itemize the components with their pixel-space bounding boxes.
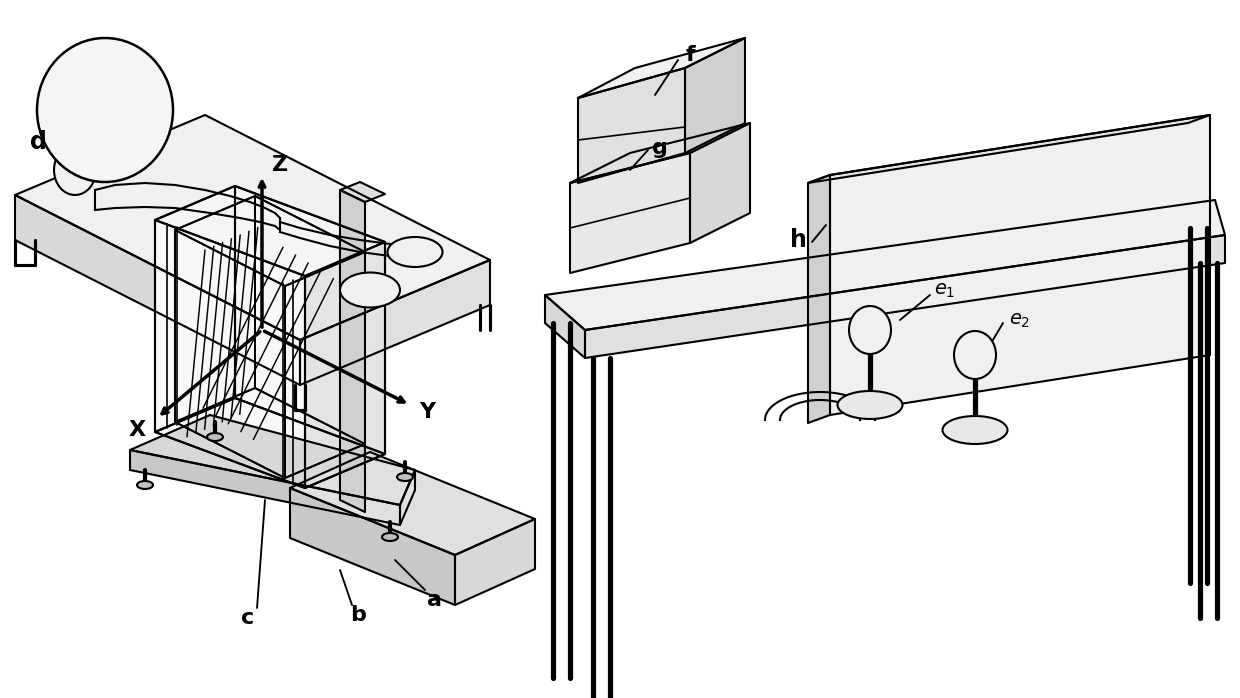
Polygon shape — [578, 68, 684, 183]
Ellipse shape — [849, 306, 892, 354]
Polygon shape — [546, 200, 1225, 330]
Ellipse shape — [397, 473, 413, 481]
Polygon shape — [300, 260, 490, 385]
Ellipse shape — [942, 416, 1007, 444]
Polygon shape — [340, 182, 384, 202]
Text: $e_2$: $e_2$ — [1009, 311, 1030, 329]
Polygon shape — [130, 415, 415, 505]
Polygon shape — [155, 186, 384, 276]
Ellipse shape — [207, 433, 223, 441]
Polygon shape — [236, 186, 384, 454]
Polygon shape — [15, 195, 300, 385]
Polygon shape — [578, 38, 745, 98]
Text: $e_1$: $e_1$ — [934, 281, 956, 299]
Ellipse shape — [340, 272, 401, 308]
Polygon shape — [155, 186, 236, 432]
Polygon shape — [290, 452, 534, 555]
Ellipse shape — [387, 237, 443, 267]
Polygon shape — [401, 470, 415, 525]
Text: d: d — [30, 130, 46, 154]
Polygon shape — [808, 115, 1210, 183]
Text: a: a — [428, 590, 443, 610]
Polygon shape — [546, 295, 585, 358]
Polygon shape — [130, 450, 401, 525]
Polygon shape — [290, 488, 455, 605]
Polygon shape — [570, 153, 689, 273]
Polygon shape — [585, 235, 1225, 358]
Text: h: h — [790, 228, 806, 252]
Text: f: f — [686, 45, 694, 65]
Polygon shape — [570, 123, 750, 183]
Text: b: b — [350, 605, 366, 625]
Ellipse shape — [136, 481, 153, 489]
Polygon shape — [340, 190, 365, 512]
Polygon shape — [155, 220, 305, 488]
Ellipse shape — [55, 145, 95, 195]
Polygon shape — [15, 115, 490, 340]
Text: g: g — [652, 138, 668, 158]
Text: Y: Y — [419, 402, 435, 422]
Ellipse shape — [954, 331, 996, 379]
Polygon shape — [830, 115, 1210, 415]
Text: X: X — [129, 420, 145, 440]
Polygon shape — [689, 123, 750, 243]
Polygon shape — [808, 175, 830, 423]
Ellipse shape — [37, 38, 174, 182]
Text: Z: Z — [272, 155, 288, 175]
Polygon shape — [455, 519, 534, 605]
Polygon shape — [684, 38, 745, 153]
Text: c: c — [242, 608, 254, 628]
Ellipse shape — [382, 533, 398, 541]
Polygon shape — [305, 242, 384, 488]
Ellipse shape — [837, 391, 903, 419]
Polygon shape — [155, 398, 384, 488]
